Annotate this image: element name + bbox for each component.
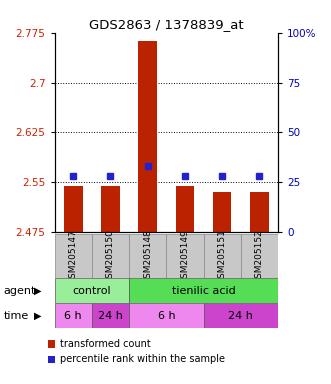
- Bar: [166, 234, 204, 278]
- Bar: [101, 186, 120, 232]
- Text: ▶: ▶: [34, 311, 42, 321]
- Text: GSM205152: GSM205152: [255, 229, 264, 284]
- Bar: [64, 186, 82, 232]
- Bar: [92, 234, 129, 278]
- Bar: [55, 303, 92, 328]
- Bar: [138, 41, 157, 232]
- Bar: [213, 192, 231, 232]
- Text: 6 h: 6 h: [158, 311, 175, 321]
- Text: 6 h: 6 h: [65, 311, 82, 321]
- Text: tienilic acid: tienilic acid: [172, 286, 235, 296]
- Text: GSM205149: GSM205149: [180, 229, 189, 284]
- Bar: [250, 192, 269, 232]
- Text: percentile rank within the sample: percentile rank within the sample: [60, 354, 225, 364]
- Text: 24 h: 24 h: [98, 311, 123, 321]
- Bar: [129, 234, 166, 278]
- Text: time: time: [3, 311, 28, 321]
- Text: GSM205151: GSM205151: [218, 229, 227, 284]
- Text: transformed count: transformed count: [60, 339, 151, 349]
- Bar: [204, 303, 278, 328]
- Text: GSM205147: GSM205147: [69, 229, 78, 284]
- Text: 24 h: 24 h: [228, 311, 253, 321]
- Bar: [241, 234, 278, 278]
- Bar: [55, 234, 92, 278]
- Bar: [55, 278, 129, 303]
- Bar: [129, 303, 204, 328]
- Text: GSM205150: GSM205150: [106, 229, 115, 284]
- Bar: [92, 303, 129, 328]
- Title: GDS2863 / 1378839_at: GDS2863 / 1378839_at: [89, 18, 244, 31]
- Bar: [204, 234, 241, 278]
- Text: ▶: ▶: [34, 286, 42, 296]
- Text: GSM205148: GSM205148: [143, 229, 152, 284]
- Bar: [129, 278, 278, 303]
- Text: control: control: [72, 286, 111, 296]
- Bar: [176, 186, 194, 232]
- Text: agent: agent: [3, 286, 36, 296]
